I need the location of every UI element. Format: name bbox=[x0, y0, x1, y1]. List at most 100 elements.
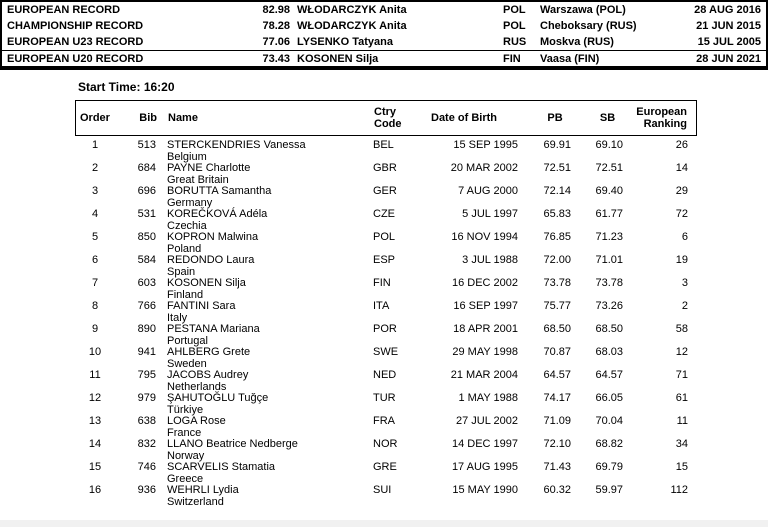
athlete-european-ranking: 2 bbox=[681, 300, 688, 312]
athlete-european-ranking: 72 bbox=[675, 208, 688, 220]
athlete-date-of-birth: 1 MAY 1988 bbox=[458, 392, 518, 404]
athlete-row: 9 890 PESTANA Mariana Portugal POR 18 AP… bbox=[75, 323, 697, 347]
athlete-country: Greece bbox=[167, 472, 204, 485]
header-european-ranking-line2: Ranking bbox=[643, 118, 687, 130]
athlete-country: Belgium bbox=[167, 150, 207, 163]
athlete-name-cell: KOPRON Malwina Poland bbox=[160, 231, 373, 255]
athlete-row: 2 684 PAYNE Charlotte Great Britain GBR … bbox=[75, 162, 697, 186]
record-date: 21 JUN 2015 bbox=[696, 20, 761, 32]
athlete-personal-best: 65.83 bbox=[543, 208, 571, 220]
record-venue: Vaasa (FIN) bbox=[540, 52, 600, 65]
athlete-name-cell: WEHRLI Lydia Switzerland bbox=[160, 484, 373, 508]
athlete-country: Finland bbox=[167, 288, 204, 301]
start-list-body: 1 513 STERCKENDRIES Vanessa Belgium BEL … bbox=[75, 136, 697, 508]
header-season-best: SB bbox=[599, 112, 616, 124]
athlete-date-of-birth: 5 JUL 1997 bbox=[462, 208, 518, 220]
athlete-row: 3 696 BORUTTA Samantha Germany GER 7 AUG… bbox=[75, 185, 697, 209]
athlete-bib: 766 bbox=[137, 300, 156, 312]
athlete-country: Spain bbox=[167, 265, 196, 278]
athlete-country-code: CZE bbox=[373, 208, 395, 220]
athlete-row: 16 936 WEHRLI Lydia Switzerland SUI 15 M… bbox=[75, 484, 697, 508]
record-nationality: RUS bbox=[503, 36, 527, 48]
athlete-european-ranking: 3 bbox=[681, 277, 688, 289]
athlete-row: 8 766 FANTINI Sara Italy ITA 16 SEP 1997… bbox=[75, 300, 697, 324]
header-country-code: Ctry Code bbox=[374, 106, 429, 130]
athlete-bib: 684 bbox=[137, 162, 156, 174]
athlete-personal-best: 75.77 bbox=[543, 300, 571, 312]
athlete-season-best: 69.10 bbox=[595, 139, 623, 151]
record-row: EUROPEAN RECORD 82.98 WŁODARCZYK Anita P… bbox=[2, 2, 766, 18]
bottom-edge-strip bbox=[0, 520, 768, 527]
record-nationality: FIN bbox=[503, 52, 521, 65]
record-mark: 82.98 bbox=[262, 4, 290, 16]
athlete-order: 12 bbox=[88, 392, 102, 404]
athlete-name: JACOBS Audrey bbox=[167, 369, 249, 381]
start-list-table: Order Bib Name Ctry Code Date of Birth P… bbox=[75, 100, 697, 508]
athlete-country-code: SWE bbox=[373, 346, 399, 358]
athlete-row: 7 603 KOSONEN Silja Finland FIN 16 DEC 2… bbox=[75, 277, 697, 301]
athlete-order: 10 bbox=[88, 346, 102, 358]
header-order: Order bbox=[80, 112, 110, 124]
athlete-country-code: TUR bbox=[373, 392, 396, 404]
records-body: EUROPEAN RECORD 82.98 WŁODARCZYK Anita P… bbox=[2, 2, 766, 66]
athlete-name-cell: REDONDO Laura Spain bbox=[160, 254, 373, 278]
athlete-personal-best: 74.17 bbox=[543, 392, 571, 404]
athlete-personal-best: 72.51 bbox=[543, 162, 571, 174]
athlete-personal-best: 69.91 bbox=[543, 139, 571, 151]
athlete-country-code: FIN bbox=[373, 277, 391, 289]
header-personal-best: PB bbox=[547, 112, 563, 124]
athlete-order: 1 bbox=[91, 139, 99, 151]
athlete-order: 7 bbox=[91, 277, 99, 289]
athlete-date-of-birth: 27 JUL 2002 bbox=[456, 415, 518, 427]
athlete-bib: 936 bbox=[137, 484, 156, 496]
record-venue: Cheboksary (RUS) bbox=[540, 20, 637, 32]
athlete-row: 6 584 REDONDO Laura Spain ESP 3 JUL 1988… bbox=[75, 254, 697, 278]
header-country-code-line2: Code bbox=[374, 118, 402, 130]
athlete-date-of-birth: 14 DEC 1997 bbox=[451, 438, 518, 450]
record-venue: Moskva (RUS) bbox=[540, 36, 614, 48]
start-time-value: 16:20 bbox=[143, 80, 175, 94]
athlete-country: Czechia bbox=[167, 219, 207, 232]
athlete-season-best: 70.04 bbox=[595, 415, 623, 427]
header-european-ranking: European Ranking bbox=[634, 106, 696, 130]
athlete-country-code: BEL bbox=[373, 139, 394, 151]
athlete-name: STERCKENDRIES Vanessa bbox=[167, 139, 306, 151]
athlete-season-best: 68.50 bbox=[595, 323, 623, 335]
athlete-name: KOREČKOVÁ Adéla bbox=[167, 208, 268, 220]
athlete-row: 5 850 KOPRON Malwina Poland POL 16 NOV 1… bbox=[75, 231, 697, 255]
athlete-european-ranking: 34 bbox=[675, 438, 688, 450]
athlete-european-ranking: 11 bbox=[676, 415, 688, 427]
record-row: CHAMPIONSHIP RECORD 78.28 WŁODARCZYK Ani… bbox=[2, 18, 766, 34]
athlete-european-ranking: 29 bbox=[675, 185, 688, 197]
athlete-order: 15 bbox=[88, 461, 102, 473]
athlete-country: Netherlands bbox=[167, 380, 227, 393]
athlete-order: 5 bbox=[91, 231, 99, 243]
header-date-of-birth: Date of Birth bbox=[431, 112, 497, 124]
athlete-order: 9 bbox=[91, 323, 99, 335]
athlete-season-best: 59.97 bbox=[595, 484, 623, 496]
athlete-row: 10 941 AHLBERG Grete Sweden SWE 29 MAY 1… bbox=[75, 346, 697, 370]
athlete-personal-best: 64.57 bbox=[543, 369, 571, 381]
athlete-bib: 795 bbox=[137, 369, 156, 381]
athlete-date-of-birth: 15 SEP 1995 bbox=[453, 139, 518, 151]
athlete-country-code: GBR bbox=[373, 162, 397, 174]
athlete-bib: 832 bbox=[137, 438, 156, 450]
athlete-name: SCARVELIS Stamatia bbox=[167, 461, 276, 473]
athlete-season-best: 68.03 bbox=[595, 346, 623, 358]
athlete-name-cell: PESTANA Mariana Portugal bbox=[160, 323, 373, 347]
athlete-order: 14 bbox=[88, 438, 102, 450]
athlete-date-of-birth: 20 MAR 2002 bbox=[450, 162, 518, 174]
athlete-name-cell: PAYNE Charlotte Great Britain bbox=[160, 162, 373, 186]
athlete-name-cell: JACOBS Audrey Netherlands bbox=[160, 369, 373, 393]
athlete-name: WEHRLI Lydia bbox=[167, 484, 239, 496]
record-venue: Warszawa (POL) bbox=[540, 4, 626, 16]
athlete-order: 6 bbox=[91, 254, 99, 266]
record-nationality: POL bbox=[503, 20, 526, 32]
record-holder-name: WŁODARCZYK Anita bbox=[297, 4, 407, 16]
athlete-date-of-birth: 29 MAY 1998 bbox=[452, 346, 518, 358]
athlete-bib: 513 bbox=[137, 139, 156, 151]
athlete-name: ŞAHUTOĞLU Tuğçe bbox=[167, 392, 269, 404]
record-label: CHAMPIONSHIP RECORD bbox=[7, 20, 144, 32]
athlete-european-ranking: 12 bbox=[675, 346, 688, 358]
athlete-personal-best: 71.43 bbox=[543, 461, 571, 473]
